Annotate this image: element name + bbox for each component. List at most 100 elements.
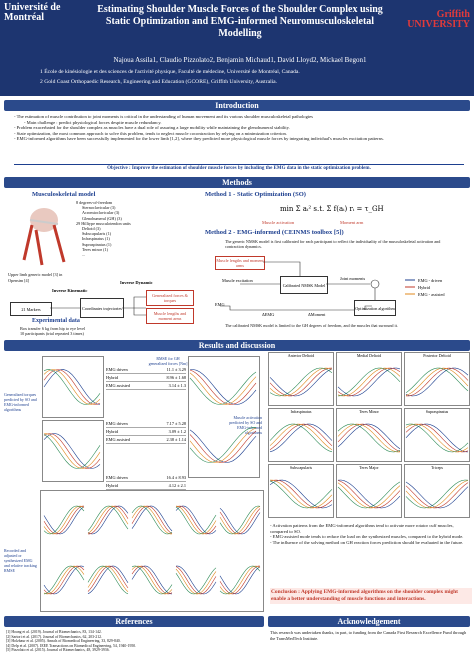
side-label: Generalized torques predicted by SO and … [4, 392, 37, 412]
table-cell: 8.96 ± 1.68 [166, 375, 186, 380]
item: 10 participants (trial repeated 3 times) [20, 331, 84, 336]
legend-item: EMG - assisted [418, 292, 445, 297]
formula-label: Muscle activation [262, 220, 295, 225]
muscle-chart: Teres Minor [336, 408, 402, 462]
muscle-chart: Triceps [404, 464, 470, 518]
ack-text: This research was undertaken thanks, in … [270, 630, 467, 641]
chart-title: Teres Minor [359, 409, 379, 414]
item: 29 Hilltype musculotendon units [76, 220, 131, 226]
table-row: EMG assisted 3.14 ± 1.3 [106, 382, 186, 390]
muscle-chart: Anterior Deltoid [268, 352, 334, 406]
label: Joint moments [340, 276, 366, 281]
label: Muscle excitation [222, 278, 253, 283]
table-cell: EMG driven [106, 367, 128, 372]
table-row: EMG driven 7.17 ± 5.28 [106, 420, 186, 428]
label: Inverse Dynamic [120, 280, 153, 285]
bullet: - EMG-assisted mode tends to reduce the … [270, 534, 464, 540]
label: ΔEMG [262, 312, 275, 317]
table-cell: 16.4 ± 8.93 [166, 475, 186, 480]
affiliation: 2 Gold Coast Orthopaedic Research, Engin… [40, 79, 278, 85]
table-cell: EMG assisted [106, 383, 130, 388]
chart-title: Medial Deltoid [356, 353, 382, 358]
section-heading: Methods [4, 177, 470, 188]
node: Calibrated NMSK Model [280, 276, 328, 294]
logo-left: Université de Montréal [4, 2, 61, 23]
label: ΔMoment [308, 312, 326, 317]
muscle-chart: Teres Major [336, 464, 402, 518]
table-row: EMG driven 11.1 ± 3.29 [106, 366, 186, 374]
table-cell: Hybrid [106, 483, 119, 488]
table-title: RMSE for GH generalized forces [Nm] [148, 356, 188, 366]
muscle-chart: Supraspinatus [404, 408, 470, 462]
rmse-table: EMG driven 11.1 ± 3.29 Hybrid 8.96 ± 1.68 EM… [106, 366, 186, 498]
table-cell: 3.14 ± 1.3 [168, 383, 186, 388]
reference: [1] Hoang et al. (2019). Journal of Biom… [6, 630, 102, 634]
chart-title: Teres Major [359, 465, 379, 470]
item: Infraspinatus (1) [82, 236, 110, 242]
m2-arrows [220, 261, 415, 311]
model-caption: Upper limb generic model [3] in Opensim … [8, 272, 63, 283]
formula: min Σ aᵢ² s.t. Σ f(aᵢ) rᵢ = τ_GH [280, 205, 384, 213]
reference: [3] Holzbaur et al. (2005). Annals of Bi… [6, 639, 121, 644]
item: Box transfer 6 kg from hip to eye level [20, 326, 86, 331]
node: Muscle lengths and moment arms [146, 308, 194, 324]
chart [42, 356, 104, 418]
reference: [5] Pizzolato et al. (2015). Journal of … [6, 648, 110, 653]
arrows [50, 296, 146, 316]
chart-title: Subscapularis [289, 465, 313, 470]
node: Coordinates trajectories [80, 298, 124, 318]
bullet: - The estimation of muscle contribution … [14, 114, 313, 119]
authors: Najoua Assila1, Claudio Pizzolato2, Benj… [113, 56, 367, 64]
bullet: - State optimization, the most common ap… [14, 130, 288, 136]
node: 21 Markers [10, 302, 52, 316]
m2-text: The generic NMSK model is first calibrat… [225, 239, 441, 249]
table-row: Hybrid 4.12 ± 2.1 [106, 482, 186, 490]
logo-right: Griffith UNIVERSITY [407, 9, 470, 30]
legend: EMG - driven Hybrid EMG - assisted [418, 277, 445, 298]
label: Inverse Kinematic [52, 288, 88, 293]
node: Muscle lengths and moment arms [215, 256, 265, 270]
table-cell: 3.09 ± 1.2 [168, 429, 186, 434]
formula-label: Moment arm [340, 220, 364, 225]
muscle-chart: Subscapularis [268, 464, 334, 518]
title: Estimating Shoulder Muscle Forces of the… [97, 4, 383, 39]
reference-list: [1] Hoang et al. (2019). Journal of Biom… [6, 630, 262, 653]
chart-title: Anterior Deltoid [287, 353, 315, 358]
bullet: - Activation patterns from the EMG-infor… [270, 523, 454, 534]
muscle-chart: Infraspinatus [268, 408, 334, 462]
legend-item: EMG - driven [418, 278, 443, 283]
model-items: 8 degrees-of-freedom Sternoclavicular (3… [76, 200, 196, 257]
m2-note: The calibrated NMSK model is limited to … [225, 323, 398, 328]
table-cell: 7.17 ± 5.28 [166, 421, 186, 426]
section-heading: Acknowledgement [268, 616, 470, 627]
item: Glenohumeral (GH) (3) [82, 215, 122, 221]
table-cell: Hybrid [106, 375, 119, 380]
affiliation: 1 École de kinésiologie et des sciences … [40, 69, 300, 75]
section-heading: Results and discussion [4, 340, 470, 351]
table-cell: EMG driven [106, 421, 128, 426]
item: Supraspinatus (1) [82, 241, 112, 247]
table-row: EMG driven 16.4 ± 8.93 [106, 474, 186, 482]
table-row: Hybrid 3.09 ± 1.2 [106, 428, 186, 436]
subheading: Musculoskeletal model [32, 191, 96, 198]
conclusion: Conclusion : Applying EMG-informed algor… [270, 588, 472, 604]
chart-title: Infraspinatus [290, 409, 312, 414]
item: Acromioclavicular (3) [82, 210, 120, 216]
section-heading: Introduction [4, 100, 470, 111]
table-row: Hybrid 8.96 ± 1.68 [106, 374, 186, 382]
results-bullets: - Activation patterns from the EMG-infor… [270, 523, 470, 545]
table-cell: EMG assisted [106, 437, 130, 442]
item: 8 degrees-of-freedom [76, 200, 113, 205]
table-cell: Hybrid [106, 429, 119, 434]
objective: Objective : Improve the estimation of sh… [14, 164, 464, 171]
reference: [2] Sartori et al. (2017). Journal of Bi… [6, 634, 102, 639]
intro-text: - The estimation of muscle contribution … [14, 114, 464, 142]
bullet: - The influence of the solving method on… [270, 539, 464, 545]
muscle-grid: Anterior Deltoid Medial Deltoid Posterior … [268, 352, 472, 520]
chart [42, 420, 104, 482]
item: Teres minor (1) [82, 246, 108, 252]
item: Sternoclavicular (3) [82, 205, 116, 211]
model-figure [22, 208, 66, 266]
muscle-chart: Posterior Deltoid [404, 352, 470, 406]
